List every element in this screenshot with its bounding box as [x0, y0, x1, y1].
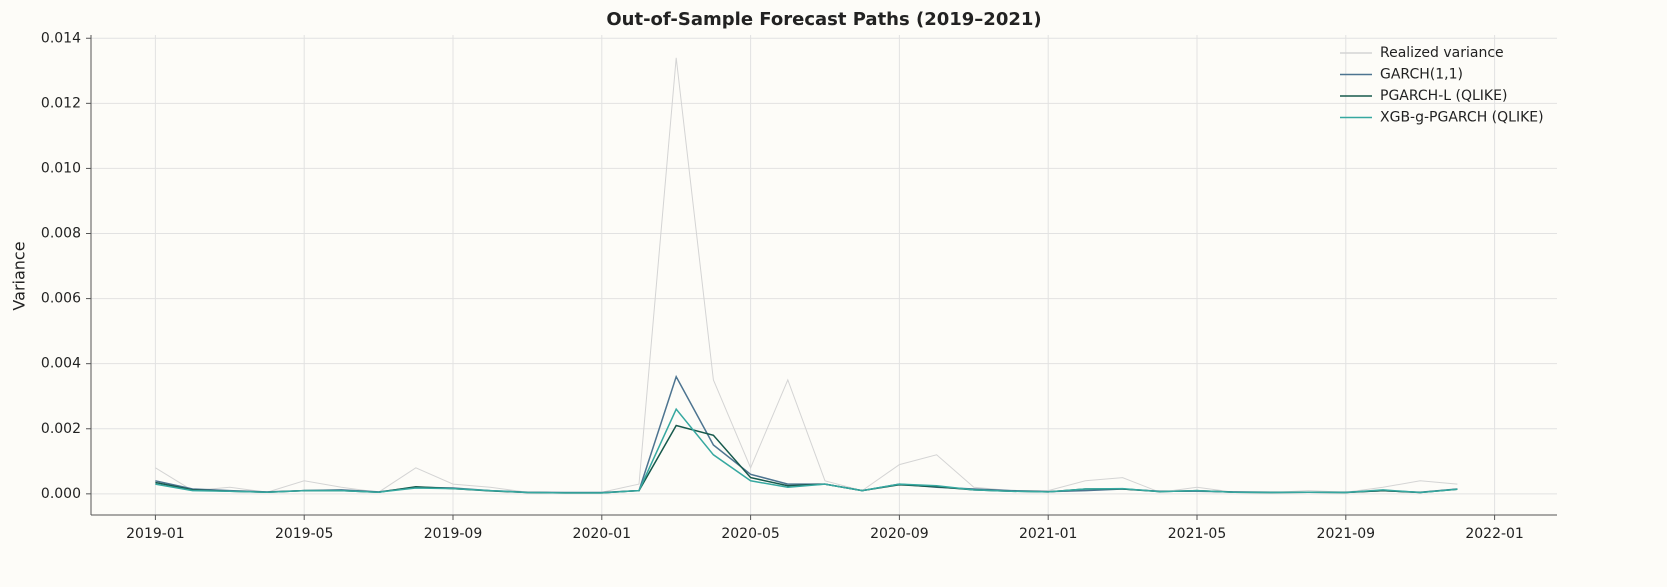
x-tick-label: 2019-05 [275, 526, 334, 542]
y-axis-label: Variance [10, 241, 29, 310]
legend-label: Realized variance [1380, 45, 1504, 61]
x-tick-label: 2019-09 [424, 526, 483, 542]
y-tick-label: 0.004 [41, 356, 81, 372]
legend-label: PGARCH-L (QLIKE) [1380, 88, 1507, 104]
x-tick-label: 2021-09 [1317, 526, 1376, 542]
x-tick-label: 2020-09 [870, 526, 929, 542]
x-tick-label: 2021-01 [1019, 526, 1078, 542]
legend-label: GARCH(1,1) [1380, 67, 1463, 83]
series-line [155, 407, 1458, 494]
x-tick-label: 2021-05 [1168, 526, 1227, 542]
x-tick-label: 2019-01 [126, 526, 185, 542]
y-tick-label: 0.008 [41, 226, 81, 242]
y-tick-label: 0.006 [41, 291, 81, 307]
x-tick-label: 2020-01 [573, 526, 632, 542]
legend-label: XGB-g-PGARCH (QLIKE) [1380, 110, 1544, 126]
y-tick-label: 0.012 [41, 95, 81, 111]
y-tick-label: 0.014 [41, 30, 81, 46]
x-tick-label: 2020-05 [721, 526, 780, 542]
y-tick-label: 0.010 [41, 160, 81, 176]
y-tick-label: 0.002 [41, 421, 81, 437]
y-tick-label: 0.000 [41, 486, 81, 502]
chart-title: Out-of-Sample Forecast Paths (2019–2021) [606, 9, 1041, 30]
x-tick-label: 2022-01 [1465, 526, 1524, 542]
